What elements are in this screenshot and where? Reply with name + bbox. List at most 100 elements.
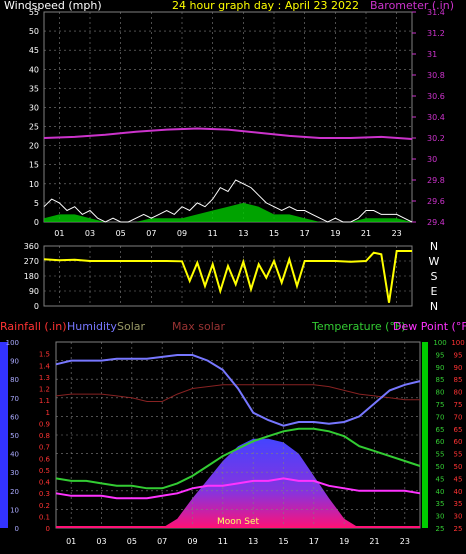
temperature-tick-label: 80 (436, 389, 445, 397)
dew-point-tick-label: 55 (454, 451, 463, 459)
dew-point-tick-label: 100 (451, 339, 464, 347)
wind-x-tick-label: 19 (330, 229, 340, 238)
wind-x-tick-label: 11 (208, 229, 218, 238)
barometer-tick-label: 30 (427, 155, 437, 164)
dew-point-tick-label: 45 (454, 475, 463, 483)
wind-x-tick-label: 13 (238, 229, 248, 238)
weather-x-tick-label: 23 (400, 537, 410, 546)
rainfall-tick-label: 0.7 (39, 444, 50, 452)
weather-x-tick-label: 09 (187, 537, 197, 546)
direction-tick-label: 180 (24, 272, 39, 281)
wind-x-tick-label: 05 (116, 229, 126, 238)
barometer-tick-label: 31.4 (427, 8, 445, 17)
temperature-tick-label: 90 (436, 364, 445, 372)
weather-x-tick-label: 15 (278, 537, 288, 546)
temperature-tick-label: 60 (436, 438, 445, 446)
rainfall-tick-label: 1.3 (39, 374, 50, 382)
rainfall-tick-label: 0 (46, 525, 50, 533)
weather-x-tick-label: 11 (218, 537, 228, 546)
chart-title: 24 hour graph day : April 23 2022 (172, 0, 359, 12)
barometer-tick-label: 30.6 (427, 92, 445, 101)
rainfall-tick-label: 1.5 (39, 351, 50, 359)
barometer-tick-label: 29.4 (427, 218, 445, 227)
temperature-tick-label: 95 (436, 351, 445, 359)
windspeed-tick-label: 5 (34, 199, 39, 208)
temperature-tick-label: 30 (436, 513, 445, 521)
humidity-tick-label: 30 (10, 469, 19, 477)
windspeed-tick-label: 30 (29, 103, 39, 112)
barometer-tick-label: 31.2 (427, 29, 445, 38)
barometer-tick-label: 29.6 (427, 197, 445, 206)
rainfall-tick-label: 0.1 (39, 513, 50, 521)
rainfall-tick-label: 0.9 (39, 420, 50, 428)
windspeed-tick-label: 15 (29, 161, 39, 170)
windspeed-tick-label: 40 (29, 65, 39, 74)
rainfall-axis-title: Rainfall (.in) (0, 320, 67, 333)
weather-x-tick-label: 01 (66, 537, 76, 546)
barometer-tick-label: 30.8 (427, 71, 445, 80)
windspeed-axis-title: Windspeed (mph) (4, 0, 102, 12)
max-solar-legend: Max solar (172, 320, 225, 333)
weather-x-tick-label: 03 (96, 537, 106, 546)
temperature-axis-title: Temperature (°F) (311, 320, 406, 333)
weather-x-tick-label: 17 (309, 537, 319, 546)
dew-point-tick-label: 95 (454, 351, 463, 359)
barometer-tick-label: 29.8 (427, 176, 445, 185)
direction-tick-label: 360 (24, 242, 39, 251)
barometer-axis-title: Barometer (.in) (370, 0, 454, 12)
temperature-tick-label: 25 (436, 525, 445, 533)
dew-point-tick-label: 30 (454, 513, 463, 521)
humidity-tick-label: 80 (10, 376, 19, 384)
humidity-tick-label: 70 (10, 395, 19, 403)
direction-series-line (43, 250, 412, 303)
direction-tick-label: 270 (24, 257, 39, 266)
weather-x-tick-label: 05 (127, 537, 137, 546)
rainfall-tick-label: 0.8 (39, 432, 50, 440)
temperature-tick-label: 45 (436, 475, 445, 483)
humidity-axis-bar (0, 342, 8, 528)
dew-point-series-line (55, 477, 421, 500)
wind-x-tick-label: 21 (361, 229, 371, 238)
barometer-series-line (43, 127, 413, 140)
dew-point-tick-label: 65 (454, 426, 463, 434)
weather-panel: 010203040506070809010000.10.20.30.40.50.… (0, 339, 465, 546)
dew-point-tick-label: 75 (454, 401, 463, 409)
weather-x-tick-label: 13 (248, 537, 258, 546)
dew-point-tick-label: 90 (454, 364, 463, 372)
rainfall-tick-label: 1.2 (39, 386, 50, 394)
direction-tick-label: 0 (34, 302, 39, 311)
wind-x-tick-label: 17 (300, 229, 310, 238)
wind-x-tick-label: 23 (392, 229, 402, 238)
dew-point-axis-title: Dew Point (°F) (393, 320, 466, 333)
dew-point-tick-label: 85 (454, 376, 463, 384)
windspeed-tick-label: 10 (29, 180, 39, 189)
wind-x-tick-label: 07 (146, 229, 156, 238)
dew-point-tick-label: 80 (454, 389, 463, 397)
humidity-tick-label: 90 (10, 358, 19, 366)
wind-x-tick-label: 09 (177, 229, 187, 238)
temperature-tick-label: 50 (436, 463, 445, 471)
barometer-tick-label: 31 (427, 50, 437, 59)
compass-label: W (429, 255, 440, 268)
wind-panel: 051015202530354045505529.429.629.83030.2… (29, 8, 445, 238)
windspeed-tick-label: 50 (29, 27, 39, 36)
windspeed-tick-label: 35 (29, 84, 39, 93)
temperature-tick-label: 75 (436, 401, 445, 409)
weather-x-tick-label: 07 (157, 537, 167, 546)
temperature-tick-label: 65 (436, 426, 445, 434)
windspeed-tick-label: 20 (29, 142, 39, 151)
moon-set-annotation: Moon Set (217, 517, 260, 527)
windspeed-tick-label: 0 (34, 218, 39, 227)
compass-label: N (430, 300, 438, 313)
rainfall-tick-label: 0.5 (39, 467, 50, 475)
dew-point-tick-label: 40 (454, 488, 463, 496)
humidity-tick-label: 60 (10, 413, 19, 421)
wind-x-tick-label: 01 (54, 229, 64, 238)
barometer-tick-label: 30.2 (427, 134, 445, 143)
humidity-tick-label: 0 (15, 525, 19, 533)
rainfall-tick-label: 1.1 (39, 397, 50, 405)
rainfall-tick-label: 0.3 (39, 490, 50, 498)
